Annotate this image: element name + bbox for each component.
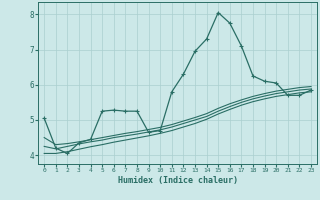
X-axis label: Humidex (Indice chaleur): Humidex (Indice chaleur) [118,176,238,185]
